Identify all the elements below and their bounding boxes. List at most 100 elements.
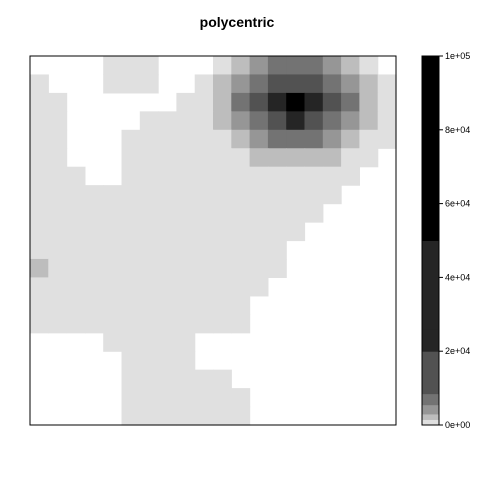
heatmap-cell: [231, 314, 251, 334]
heatmap-cell: [194, 129, 214, 149]
heatmap-cell: [213, 203, 232, 223]
heatmap-cell: [249, 185, 269, 205]
heatmap-cell: [267, 166, 287, 186]
heatmap-cell: [30, 295, 49, 315]
colorbar-band: [422, 329, 439, 352]
heatmap-cell: [304, 74, 324, 94]
heatmap-cell: [48, 166, 68, 186]
colorbar-tick-label: 0e+00: [445, 420, 470, 430]
heatmap-cell: [249, 111, 269, 131]
colorbar-band: [422, 393, 439, 406]
heatmap-cell: [213, 129, 232, 149]
heatmap-cell: [158, 185, 177, 205]
heatmap-cell: [267, 185, 287, 205]
heatmap-cell: [121, 369, 141, 389]
heatmap-cell: [48, 314, 68, 334]
heatmap-cell: [176, 369, 196, 389]
heatmap-cell: [30, 314, 49, 334]
heatmap-cell: [194, 240, 214, 260]
heatmap-cell: [176, 332, 196, 352]
heatmap-cell: [267, 240, 287, 260]
heatmap-cell: [194, 258, 214, 278]
heatmap-cell: [158, 277, 177, 297]
heatmap-cell: [139, 277, 159, 297]
heatmap-cell: [249, 92, 269, 112]
heatmap-cell: [286, 148, 306, 168]
heatmap-cell: [286, 222, 306, 242]
heatmap-cell: [249, 166, 269, 186]
heatmap-cell: [286, 74, 306, 94]
heatmap-cell: [231, 258, 251, 278]
heatmap-cell: [158, 258, 177, 278]
heatmap-cell: [341, 129, 360, 149]
heatmap-cell: [194, 388, 214, 408]
heatmap-cell: [304, 185, 324, 205]
colorbar-band: [422, 413, 439, 420]
heatmap-cell: [158, 129, 177, 149]
heatmap-cell: [139, 369, 159, 389]
heatmap-cell: [103, 185, 123, 205]
heatmap-cell: [121, 56, 141, 76]
heatmap-cell: [304, 148, 324, 168]
heatmap-cell: [267, 203, 287, 223]
heatmap-cell: [231, 222, 251, 242]
heatmap-cell: [213, 369, 232, 389]
heatmap-cell: [359, 92, 379, 112]
heatmap-cell: [249, 277, 269, 297]
heatmap-cell: [66, 185, 86, 205]
heatmap-cell: [231, 129, 251, 149]
heatmap-cell: [377, 74, 397, 94]
heatmap-cell: [176, 406, 196, 426]
colorbar-frame: [421, 55, 440, 426]
heatmap-cell: [84, 277, 104, 297]
heatmap-cell: [176, 277, 196, 297]
colorbar-tick-label: 6e+04: [445, 199, 470, 209]
heatmap-cell: [121, 295, 141, 315]
heatmap-cell: [231, 295, 251, 315]
heatmap-cell: [322, 111, 342, 131]
colorbar-band: [422, 419, 439, 426]
heatmap-cell: [121, 277, 141, 297]
heatmap-cell: [231, 92, 251, 112]
heatmap-cell: [84, 222, 104, 242]
heatmap-cell: [194, 185, 214, 205]
heatmap-cell: [322, 74, 342, 94]
heatmap-cell: [139, 148, 159, 168]
heatmap-cell: [194, 295, 214, 315]
heatmap-cell: [249, 203, 269, 223]
heatmap-cell: [286, 166, 306, 186]
heatmap-cell: [139, 111, 159, 131]
heatmap-cell: [66, 295, 86, 315]
heatmap-cell: [121, 148, 141, 168]
colorbar-band: [422, 377, 439, 395]
heatmap-cell: [231, 277, 251, 297]
heatmap-cell: [139, 222, 159, 242]
heatmap-cell: [103, 56, 123, 76]
heatmap-cell: [121, 388, 141, 408]
heatmap-cell: [48, 295, 68, 315]
heatmap-cell: [249, 129, 269, 149]
heatmap-cell: [213, 406, 232, 426]
heatmap-cell: [359, 56, 379, 76]
heatmap-cells: [30, 56, 397, 426]
heatmap-cell: [194, 314, 214, 334]
heatmap-cell: [341, 92, 360, 112]
heatmap-cell: [84, 240, 104, 260]
heatmap-cell: [103, 203, 123, 223]
heatmap-cell: [103, 74, 123, 94]
heatmap-cell: [231, 56, 251, 76]
heatmap-cell: [213, 240, 232, 260]
heatmap-cell: [139, 332, 159, 352]
heatmap-cell: [304, 166, 324, 186]
heatmap-cell: [176, 185, 196, 205]
heatmap-cell: [176, 351, 196, 371]
heatmap-cell: [213, 258, 232, 278]
heatmap-cell: [231, 74, 251, 94]
heatmap-cell: [194, 222, 214, 242]
heatmap-cell: [30, 74, 49, 94]
heatmap-cell: [249, 240, 269, 260]
heatmap-cell: [176, 314, 196, 334]
heatmap-cell: [30, 129, 49, 149]
heatmap-cell: [304, 203, 324, 223]
heatmap-cell: [121, 203, 141, 223]
